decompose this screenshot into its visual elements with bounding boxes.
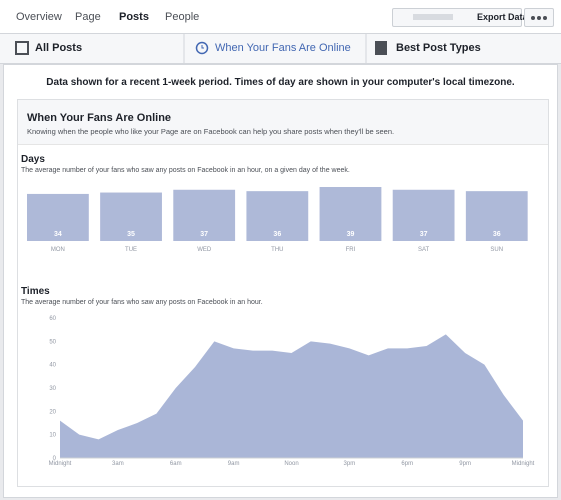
x-tick-label: WED — [197, 247, 212, 253]
area — [60, 334, 523, 458]
y-tick-label: 30 — [49, 386, 56, 392]
bar-label: 36 — [273, 231, 281, 238]
x-tick-label: Midnight — [512, 461, 535, 467]
bar — [392, 189, 455, 241]
y-tick-label: 40 — [49, 363, 56, 369]
bar — [27, 193, 89, 241]
chart-subtitle: The average number of your fans who saw … — [21, 299, 263, 306]
x-tick-label: 6pm — [401, 461, 413, 467]
tab[interactable]: Posts — [119, 11, 149, 23]
more-button[interactable] — [524, 8, 554, 27]
chart-title: Times — [21, 286, 50, 297]
y-tick-label: 20 — [49, 409, 56, 415]
subtab[interactable]: When Your Fans Are Online — [215, 42, 351, 54]
y-tick-label: 10 — [49, 433, 56, 439]
blurred-text — [413, 14, 453, 20]
x-tick-label: SAT — [418, 247, 430, 253]
panel-description: Knowing when the people who like your Pa… — [27, 127, 395, 136]
bar-label: 34 — [54, 231, 62, 238]
x-tick-label: Noon — [284, 461, 298, 467]
bar-label: 37 — [420, 231, 428, 238]
export-button[interactable]: Export Data — [392, 8, 528, 27]
bar-label: 36 — [493, 231, 501, 238]
x-tick-label: 3pm — [344, 461, 356, 467]
bar-label: 37 — [200, 231, 208, 238]
bar — [246, 191, 309, 241]
x-tick-label: TUE — [125, 247, 137, 253]
panel-title: When Your Fans Are Online — [27, 112, 172, 124]
panel-header: When Your Fans Are Online Knowing when t… — [18, 100, 548, 145]
tab[interactable]: People — [165, 11, 200, 23]
x-tick-label: SUN — [490, 247, 503, 253]
y-tick-label: 50 — [49, 339, 56, 345]
y-tick-label: 0 — [53, 456, 57, 462]
tab[interactable]: Page — [75, 11, 101, 23]
x-tick-label: 6am — [170, 461, 182, 467]
x-tick-label: 3am — [112, 461, 124, 467]
export-label: Export Data — [477, 12, 528, 22]
bar — [319, 187, 382, 241]
x-tick-label: FRI — [346, 247, 356, 253]
chart-subtitle: The average number of your fans who saw … — [21, 167, 350, 174]
bar — [465, 191, 528, 241]
x-tick-label: Midnight — [49, 461, 72, 467]
sub-icons — [15, 34, 387, 63]
x-tick-label: MON — [51, 247, 65, 253]
y-tick-label: 60 — [49, 316, 56, 322]
subtab[interactable]: All Posts — [35, 42, 83, 54]
more-icon — [531, 16, 547, 20]
x-tick-label: 9am — [228, 461, 240, 467]
tab[interactable]: Overview — [16, 11, 62, 23]
bar — [173, 189, 236, 241]
x-tick-label: 9pm — [459, 461, 471, 467]
top-nav: Overview Page Posts People Export Data — [0, 0, 561, 34]
sub-nav: All Posts When Your Fans Are Online Best… — [0, 34, 561, 64]
subtab[interactable]: Best Post Types — [396, 42, 481, 54]
bar-label: 39 — [347, 231, 355, 238]
notice: Data shown for a recent 1-week period. T… — [46, 77, 515, 88]
chart-title: Days — [21, 154, 45, 165]
x-tick-label: THU — [271, 247, 283, 253]
bar-label: 35 — [127, 231, 135, 238]
bar — [100, 192, 162, 241]
panel: When Your Fans Are Online Knowing when t… — [17, 99, 549, 487]
